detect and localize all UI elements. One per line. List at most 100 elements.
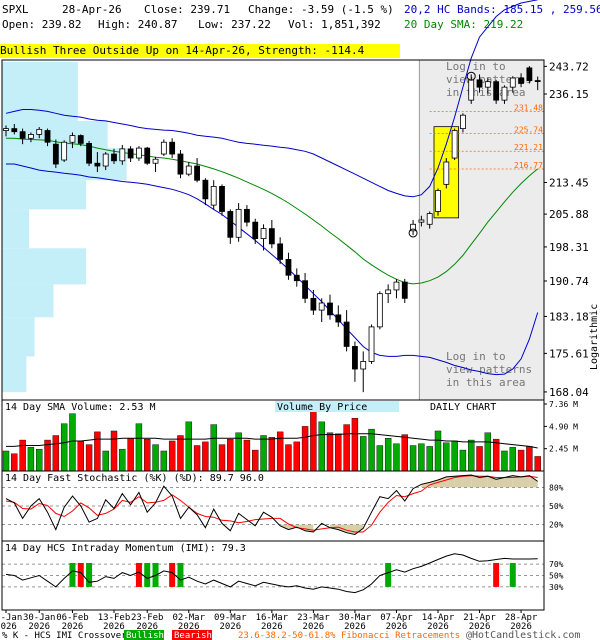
fib-label: 225.74 [514, 125, 543, 134]
legend-bearish: Bearish [174, 631, 212, 640]
candle-body [352, 346, 358, 370]
candle-body [260, 228, 267, 240]
date-year-label: 2026 [386, 622, 408, 632]
candle-body [244, 208, 250, 223]
candle-body [518, 77, 524, 84]
volume-bar [310, 404, 317, 472]
volume-bar [434, 430, 442, 472]
imi-signal-bar [69, 562, 76, 587]
volume-bar [526, 446, 533, 472]
candle-body [52, 143, 59, 165]
volume-bar [443, 442, 450, 472]
candle-body [293, 274, 300, 282]
volume-bar [368, 428, 375, 472]
candle-body [136, 147, 142, 159]
candle-body [210, 185, 217, 206]
date-label: 07-Apr [380, 613, 413, 623]
copyright: @HotCandlestick.com [466, 630, 580, 640]
volume-bar [509, 447, 516, 472]
volume-bar [119, 448, 126, 472]
volume-by-price-bar [2, 356, 27, 393]
candle-body [435, 190, 441, 212]
date-label: 30-Jan [23, 613, 56, 623]
volume-bar [293, 441, 300, 472]
volume-bar [401, 434, 408, 472]
volume-bar [218, 444, 226, 472]
date-label: 23-Feb [131, 613, 164, 623]
candle-body [102, 153, 109, 167]
change-value: Change: -3.59 (-1.5 %) [248, 3, 394, 16]
oversold-zone [296, 524, 306, 531]
volume-bar [451, 440, 458, 472]
legend-bullish-swatch [124, 630, 164, 640]
candle-body [368, 326, 375, 362]
volume-bar [11, 453, 18, 472]
daily-chart-label: DAILY CHART [430, 402, 496, 413]
volume-by-price-bar [2, 248, 87, 285]
price-tick-label: 175.61 [549, 347, 589, 360]
volume-bar [85, 444, 93, 472]
overbought-zone [454, 475, 463, 488]
candle-body [144, 147, 151, 164]
volume-bar [534, 456, 541, 472]
date-year-label: 2026 [303, 622, 325, 632]
volume-bar [301, 426, 309, 472]
candle-body [185, 165, 192, 175]
stoch-tick-label: 80% [549, 483, 564, 492]
volume-tick-label: 4.90 M [549, 422, 578, 431]
date-year-label: 2026 [62, 622, 84, 632]
volume-bar [144, 438, 151, 472]
candle-body [509, 77, 516, 88]
volume-tick-label: 2.45 M [549, 445, 578, 454]
date-label: 14-Apr [422, 613, 455, 623]
volume-by-price-bar [2, 284, 54, 318]
candle-body [451, 130, 458, 159]
candle-body [77, 135, 84, 144]
volume-title: 14 Day SMA Volume: 2.53 M [5, 402, 156, 413]
candle-body [202, 179, 209, 200]
candle-body [493, 81, 500, 101]
volume-by-price-bar [2, 180, 87, 210]
candle-body [160, 141, 167, 155]
volume-title-bg [4, 401, 154, 412]
volume-bar [459, 449, 467, 472]
imi-panel-border [1, 540, 545, 611]
overbought-zone [504, 475, 513, 488]
candle-body [418, 219, 425, 223]
candle-body [343, 321, 350, 347]
price-tick-label: 236.15 [549, 88, 589, 101]
candle-body [468, 79, 475, 101]
imi-signal-bar [385, 562, 392, 587]
volume-bar [185, 421, 192, 472]
volume-bar [102, 450, 109, 472]
date-label: 30-Mar [339, 613, 372, 623]
candle-body [28, 134, 34, 139]
volume-bar [260, 435, 267, 472]
volume-bar [418, 443, 425, 472]
candle-body [36, 128, 43, 135]
stoch-k-line [5, 474, 538, 536]
volume-bar [36, 448, 43, 472]
pattern-marker [466, 71, 476, 81]
imi-tick-label: 30% [549, 583, 564, 592]
candle-body [235, 208, 242, 238]
imi-signal-bar [509, 562, 516, 587]
date-year-label: 2026 [28, 622, 50, 632]
imi-tick-label: 70% [549, 560, 564, 569]
volume-bar [19, 439, 26, 472]
volume-bar [52, 435, 60, 472]
volume-bar [160, 450, 168, 472]
date-year-label: 2026 [344, 622, 366, 632]
volume-bar [268, 437, 276, 472]
candle-body [393, 281, 400, 291]
volume-bar [384, 438, 392, 472]
date-year-label: 2026 [261, 622, 283, 632]
imi-tick-label: 50% [549, 572, 564, 581]
fib-label: 216.77 [514, 161, 543, 170]
stoch-title-bg [4, 472, 274, 483]
volume-bar [343, 424, 350, 472]
price-tick-label: 243.72 [549, 60, 589, 73]
pattern-marker [408, 228, 418, 238]
overbought-zone [496, 477, 505, 488]
candle-body [219, 185, 225, 212]
